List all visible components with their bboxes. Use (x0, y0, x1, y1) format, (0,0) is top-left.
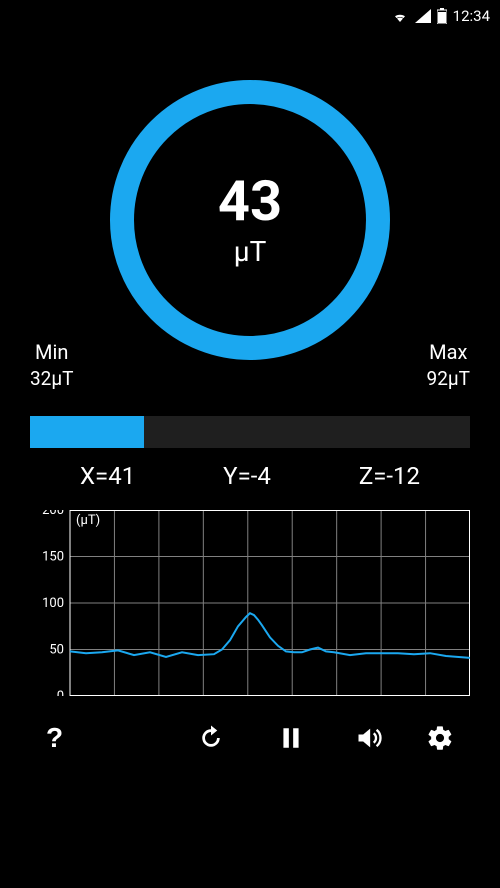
svg-text:100: 100 (42, 596, 64, 611)
settings-button[interactable] (420, 718, 460, 758)
svg-text:0: 0 (57, 689, 64, 696)
max-label: Max (429, 340, 467, 364)
toolbar: ? (30, 710, 470, 766)
progress-bar (30, 416, 470, 448)
axis-z-value: Z=-12 (359, 462, 420, 490)
min-label-block: Min 32µT (30, 339, 73, 392)
gauge-value: 43 (218, 173, 282, 229)
status-bar: 12:34 (0, 0, 500, 32)
chart-svg: 0 50 100 150 200 (µT) (30, 510, 470, 696)
refresh-button[interactable] (190, 717, 232, 759)
gear-icon (426, 724, 454, 752)
help-icon: ? (46, 722, 63, 753)
axis-x-value: X=41 (80, 462, 135, 490)
pause-icon (278, 723, 304, 753)
signal-icon (415, 9, 431, 23)
xyz-readout: X=41 Y=-4 Z=-12 (30, 462, 470, 490)
gauge: 43 µT (110, 80, 390, 360)
pause-button[interactable] (272, 717, 310, 759)
battery-icon (437, 8, 447, 24)
max-label-block: Max 92µT (427, 339, 470, 392)
svg-text:(µT): (µT) (76, 513, 100, 528)
svg-text:150: 150 (42, 550, 64, 565)
wifi-icon (391, 9, 409, 23)
volume-button[interactable] (348, 718, 390, 758)
progress-fill (30, 416, 144, 448)
status-time: 12:34 (453, 7, 490, 25)
max-value: 92µT (427, 367, 470, 392)
volume-icon (354, 724, 384, 752)
gauge-area: 43 µT Min 32µT Max 92µT (30, 80, 470, 400)
min-label: Min (35, 340, 68, 364)
gauge-unit: µT (234, 235, 267, 268)
chart: 0 50 100 150 200 (µT) (30, 510, 470, 696)
min-value: 32µT (30, 367, 73, 392)
svg-text:50: 50 (49, 643, 64, 658)
help-button[interactable]: ? (40, 716, 69, 760)
svg-text:200: 200 (42, 510, 64, 518)
main-content: 43 µT Min 32µT Max 92µT X=41 Y=-4 Z=-12 … (0, 80, 500, 766)
axis-y-value: Y=-4 (223, 462, 271, 490)
refresh-icon (196, 723, 226, 753)
